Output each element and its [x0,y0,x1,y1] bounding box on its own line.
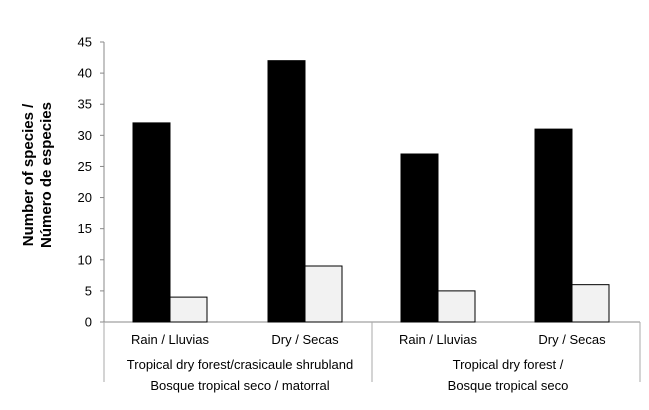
y-axis-label-line-2: Número de especies [38,102,55,248]
category-label: Dry / Secas [538,332,606,347]
category-label: Dry / Secas [271,332,339,347]
bar-series-2-category-3 [437,290,476,323]
group-label-line: Bosque tropical seco / matorral [150,378,329,393]
y-tick-label: 10 [78,252,92,267]
bar-series-1-category-2 [267,60,306,323]
y-tick-label: 45 [78,35,92,50]
y-tick-label: 5 [85,283,92,298]
y-tick-label: 30 [78,128,92,143]
y-tick-label: 15 [78,221,92,236]
y-tick-label: 25 [78,159,92,174]
y-tick-label: 35 [78,97,92,112]
bar-series-1-category-4 [534,128,573,323]
category-label: Rain / Lluvias [131,332,210,347]
bars [132,60,610,323]
y-tick-label: 0 [85,315,92,330]
labels: 0 5 10 15 20 25 30 35 40 45 Rain / Lluvias Dry / Se… [78,35,607,394]
bar-series-2-category-4 [571,284,610,323]
group-label-line: Bosque tropical seco [448,378,569,393]
bar-series-2-category-1 [169,296,208,323]
y-tick-label: 20 [78,190,92,205]
category-label: Rain / Lluvias [399,332,478,347]
group-label-line: Tropical dry forest/crasicaule shrubland [127,357,353,372]
y-tick-label: 40 [78,66,92,81]
y-axis-label-line-1: Number of species / [20,103,37,246]
group-label-line: Tropical dry forest / [453,357,564,372]
bar-series-1-category-1 [132,122,171,323]
bar-series-1-category-3 [400,153,439,323]
bar-series-2-category-2 [304,265,343,323]
